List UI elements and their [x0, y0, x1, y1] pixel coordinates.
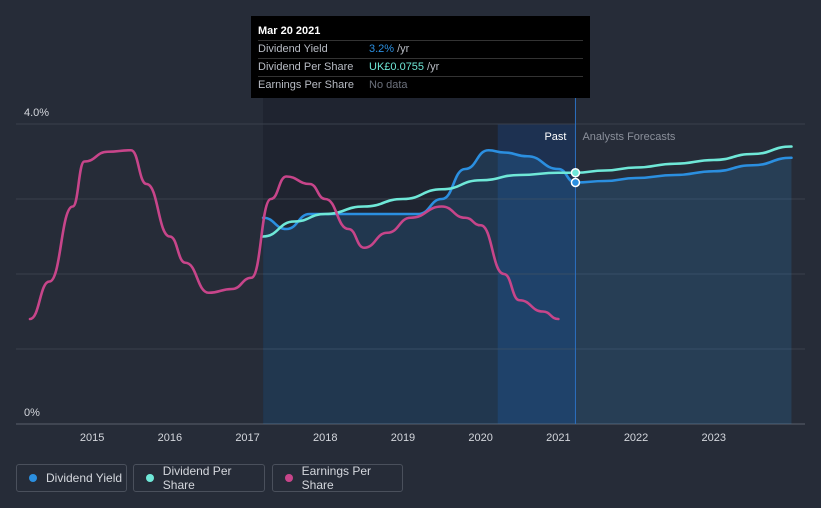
tooltip-row-dividend-yield: Dividend Yield 3.2% /yr [258, 40, 583, 58]
legend-item-earnings-per-share[interactable]: Earnings Per Share [272, 464, 403, 492]
legend-label: Dividend Yield [46, 471, 123, 485]
forecast-label: Analysts Forecasts [582, 131, 675, 143]
legend-label: Dividend Per Share [162, 464, 232, 492]
tooltip-row-dividend-per-share: Dividend Per Share UK£0.0755 /yr [258, 58, 583, 76]
series-line-2 [28, 148, 560, 321]
tooltip-label: Dividend Per Share [258, 61, 354, 73]
hover-tooltip: Mar 20 2021 Dividend Yield 3.2% /yr Divi… [251, 16, 590, 98]
legend-label: Earnings Per Share [301, 464, 372, 492]
tooltip-label: Earnings Per Share [258, 79, 354, 91]
hover-marker-0 [570, 177, 581, 188]
tooltip-value: No data [369, 79, 408, 91]
tooltip-row-earnings-per-share: Earnings Per Share No data [258, 76, 583, 94]
tooltip-value: 3.2% [369, 43, 395, 55]
x-axis-ticks: 2015 2016 2017 2018 2019 2020 2021 2022 2023 [80, 432, 726, 444]
legend-dot-icon [146, 474, 154, 482]
x-tick-label: 2022 [624, 432, 648, 444]
x-tick-label: 2018 [313, 432, 337, 444]
legend-dot-icon [285, 474, 293, 482]
series-areas [263, 150, 792, 424]
x-tick-label: 2017 [235, 432, 259, 444]
tooltip-label: Dividend Yield [258, 43, 328, 55]
past-label: Past [544, 131, 566, 143]
y-tick-label-top: 4.0% [24, 107, 49, 119]
series-lines [28, 145, 793, 321]
legend-item-dividend-per-share[interactable]: Dividend Per Share [133, 464, 265, 492]
x-tick-label: 2020 [468, 432, 492, 444]
y-tick-label-bottom: 0% [24, 407, 40, 419]
hover-markers [570, 168, 581, 188]
x-tick-label: 2019 [391, 432, 415, 444]
x-tick-label: 2023 [702, 432, 726, 444]
x-tick-label: 2016 [158, 432, 182, 444]
x-tick-label: 2021 [546, 432, 570, 444]
series-line-0 [261, 148, 793, 231]
grid-lines [16, 123, 805, 425]
x-tick-label: 2015 [80, 432, 104, 444]
legend-item-dividend-yield[interactable]: Dividend Yield [16, 464, 127, 492]
legend-dot-icon [29, 474, 37, 482]
series-line-1 [261, 145, 793, 238]
series-area-0 [263, 150, 792, 424]
tooltip-unit: /yr [427, 61, 440, 73]
hover-marker-1 [570, 168, 581, 178]
tooltip-date: Mar 20 2021 [258, 25, 321, 37]
tooltip-unit: /yr [397, 43, 410, 55]
tooltip-value: UK£0.0755 [369, 61, 425, 73]
